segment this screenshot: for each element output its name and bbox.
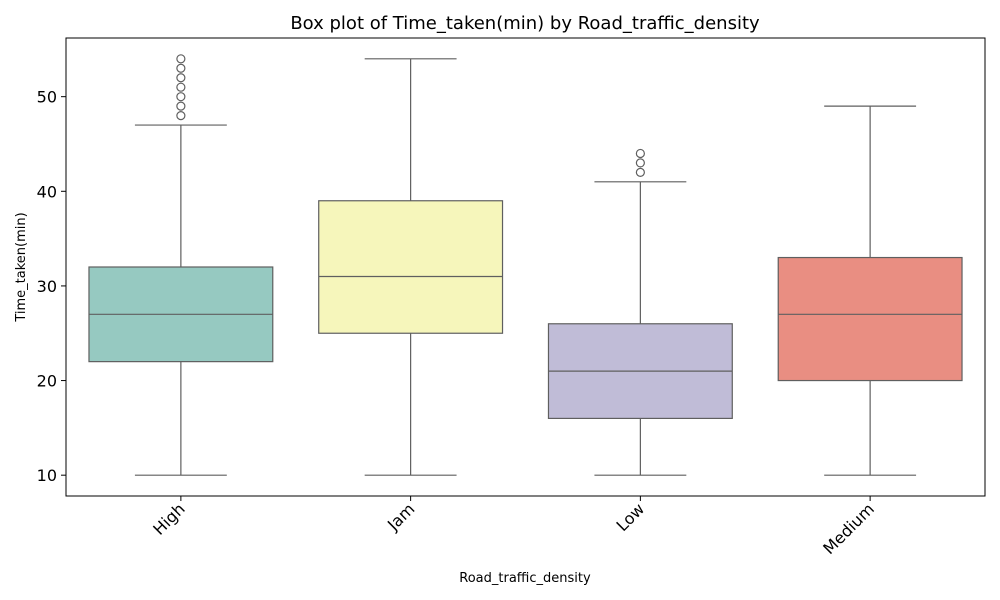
y-tick-label: 40	[37, 182, 57, 201]
outlier-high	[176, 82, 186, 92]
x-axis-label: Road_traffic_density	[459, 571, 591, 586]
y-tick-label: 10	[37, 466, 57, 485]
outlier-high	[176, 73, 186, 83]
x-tick-label-high: High	[149, 499, 188, 538]
y-tick-label: 50	[37, 88, 57, 107]
plot-area	[88, 54, 963, 476]
outlier-high	[176, 92, 186, 102]
box-group-high	[88, 54, 274, 476]
box-group-medium	[777, 105, 963, 476]
x-tick-label-jam: Jam	[383, 499, 418, 534]
outlier-low	[635, 167, 645, 177]
y-tick-label: 30	[37, 277, 57, 296]
y-axis-label: Time_taken(min)	[14, 212, 29, 322]
box-jam	[318, 200, 504, 334]
outlier-high	[176, 101, 186, 111]
outlier-high	[176, 54, 186, 64]
box-medium	[777, 256, 963, 382]
box-group-low	[547, 148, 733, 476]
outlier-low	[635, 158, 645, 168]
box-group-jam	[318, 58, 504, 476]
y-tick-label: 20	[37, 372, 57, 391]
x-axis: High Jam Low Medium	[149, 496, 878, 558]
outlier-high	[176, 110, 186, 121]
outlier-high	[176, 63, 186, 73]
y-axis: 10 20 30 40 50	[37, 88, 66, 485]
chart-title: Box plot of Time_taken(min) by Road_traf…	[290, 13, 760, 34]
plot-frame	[65, 37, 986, 497]
x-tick-label-low: Low	[612, 499, 648, 535]
x-tick-label-medium: Medium	[819, 499, 878, 558]
outlier-low	[635, 148, 645, 159]
